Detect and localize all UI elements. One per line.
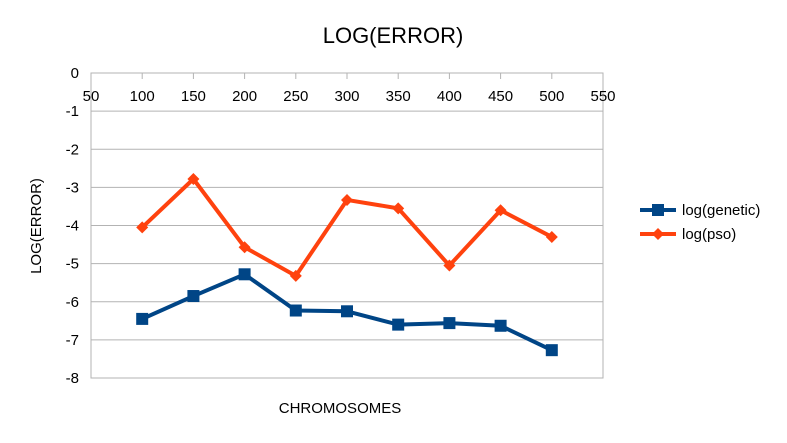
legend-item: log(genetic)	[640, 202, 760, 219]
data-point	[443, 317, 456, 330]
legend-item: log(pso)	[640, 226, 736, 243]
chart-title: LOG(ERROR)	[323, 23, 464, 48]
x-axis-ticks: 50 100 150 200 250 300 350 400 450 500 550	[83, 73, 616, 105]
data-point	[187, 290, 200, 303]
legend-label: log(pso)	[682, 226, 736, 243]
x-tick-label: 350	[386, 88, 411, 105]
x-tick-label: 300	[334, 88, 359, 105]
data-point	[392, 318, 405, 331]
x-tick-label: 200	[232, 88, 257, 105]
x-tick-label: 400	[437, 88, 462, 105]
x-tick-label: 500	[539, 88, 564, 105]
x-tick-label: 50	[83, 88, 100, 105]
legend: log(genetic) log(pso)	[640, 202, 760, 243]
y-tick-label: -1	[66, 103, 79, 120]
data-point	[187, 172, 200, 185]
legend-marker	[652, 228, 664, 240]
y-tick-label: -4	[66, 218, 79, 235]
data-point	[238, 241, 251, 254]
data-point	[545, 344, 558, 357]
data-point	[392, 202, 405, 215]
y-tick-label: -6	[66, 294, 79, 311]
x-tick-label: 150	[181, 88, 206, 105]
y-axis-title: LOG(ERROR)	[28, 178, 45, 274]
y-tick-label: -2	[66, 141, 79, 158]
series	[136, 172, 558, 357]
y-axis-ticks: 0 -1 -2 -3 -4 -5 -6 -7 -8	[66, 65, 79, 387]
data-point	[136, 221, 149, 234]
data-point	[289, 269, 302, 282]
data-point	[136, 312, 149, 325]
data-point	[494, 204, 507, 217]
y-tick-label: -5	[66, 256, 79, 273]
y-tick-label: 0	[71, 65, 79, 82]
data-point	[443, 259, 456, 272]
series-log(genetic)	[136, 268, 558, 357]
x-tick-label: 100	[130, 88, 155, 105]
data-point	[341, 193, 353, 206]
legend-marker	[652, 204, 664, 216]
data-point	[341, 305, 353, 318]
legend-label: log(genetic)	[682, 202, 760, 219]
data-point	[545, 230, 558, 243]
y-tick-label: -8	[66, 370, 79, 387]
x-tick-label: 450	[488, 88, 513, 105]
data-point	[238, 268, 251, 281]
data-point	[494, 319, 507, 332]
x-tick-label: 250	[283, 88, 308, 105]
data-point	[289, 304, 302, 317]
y-tick-label: -7	[66, 332, 79, 349]
series-log(pso)	[136, 172, 558, 282]
y-tick-label: -3	[66, 179, 79, 196]
x-tick-label: 550	[590, 88, 615, 105]
x-axis-title: CHROMOSOMES	[279, 400, 402, 417]
series-line	[140, 176, 553, 278]
